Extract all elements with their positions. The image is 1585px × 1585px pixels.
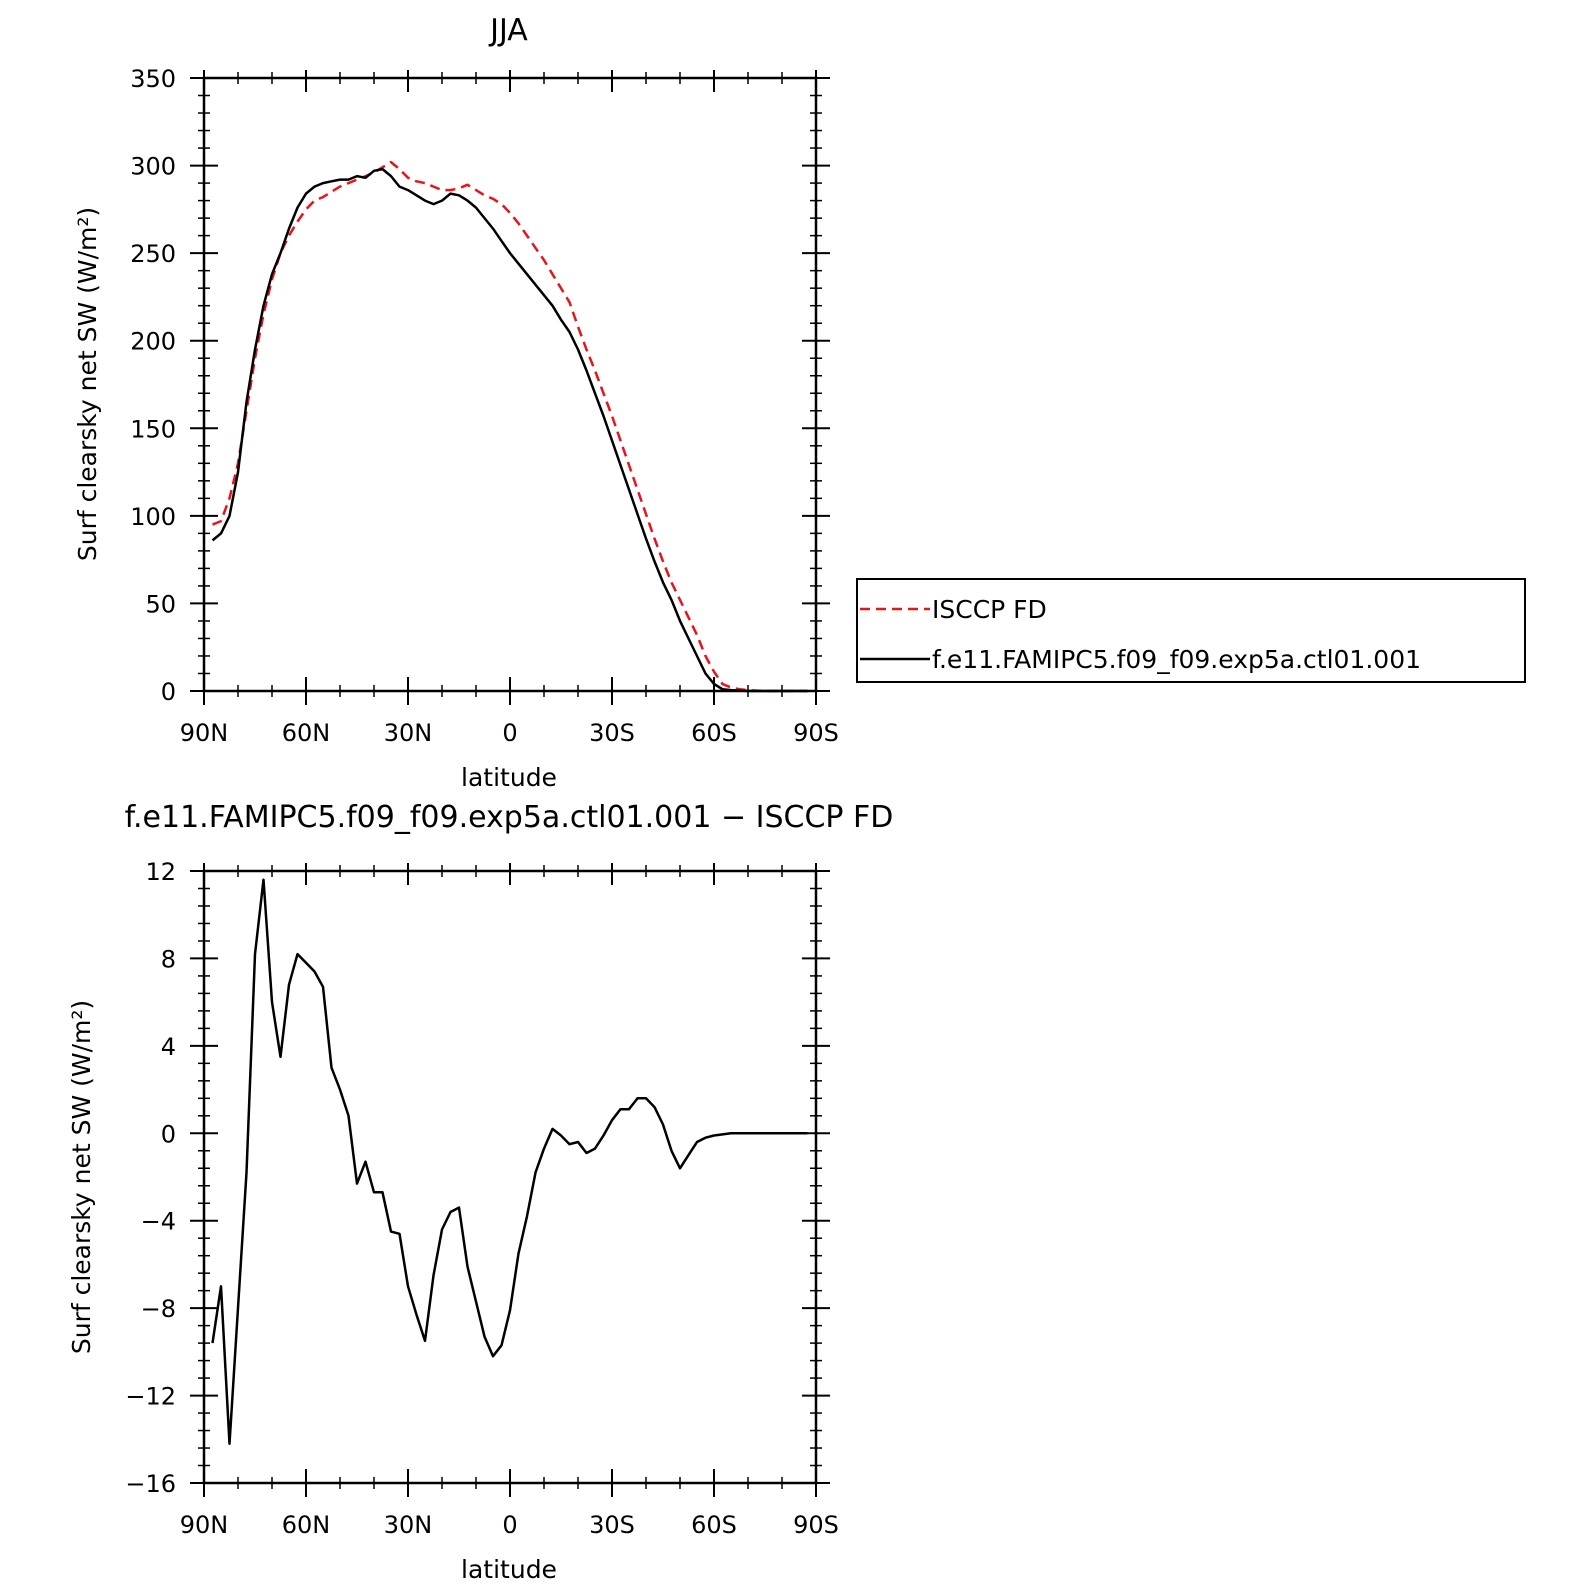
x-tick-label: 60S	[691, 1511, 737, 1539]
y-tick-label: −12	[125, 1383, 176, 1411]
x-tick-label: 60N	[282, 1511, 331, 1539]
x-tick-label: 30S	[589, 719, 635, 747]
bottom-x-tick-labels: 90N 60N 30N 0 30S 60S 90S	[180, 1511, 839, 1539]
x-tick-label: 90S	[793, 719, 839, 747]
bottom-series-line-0	[211, 878, 808, 1445]
x-tick-label: 60S	[691, 719, 737, 747]
x-tick-label: 60N	[282, 719, 331, 747]
y-tick-label: −8	[141, 1295, 176, 1323]
top-axis-ticks	[190, 70, 830, 705]
bottom-axis-ticks	[190, 863, 830, 1497]
x-tick-label: 30N	[384, 719, 433, 747]
bottom-panel: f.e11.FAMIPC5.f09_f09.exp5a.ctl01.001 − …	[67, 800, 893, 1584]
top-chart-title: JJA	[488, 13, 528, 48]
top-y-axis-label: Surf clearsky net SW (W/m²)	[73, 207, 102, 561]
y-tick-label: 100	[130, 503, 176, 531]
legend-label-isccp: ISCCP FD	[932, 595, 1047, 624]
top-y-tick-labels: 0 50 100 150 200 250 300 350	[130, 65, 176, 706]
y-tick-label: 12	[145, 858, 176, 886]
legend-box	[856, 578, 1526, 683]
top-series-line-0	[212, 160, 808, 693]
y-tick-label: 0	[161, 1120, 176, 1148]
legend: ISCCP FD f.e11.FAMIPC5.f09_f09.exp5a.ctl…	[856, 578, 1526, 683]
x-tick-label: 90N	[180, 1511, 229, 1539]
y-tick-label: 4	[161, 1033, 176, 1061]
bottom-series-lines	[211, 878, 808, 1445]
bottom-x-axis-label: latitude	[461, 1555, 557, 1584]
y-tick-label: 8	[161, 945, 176, 973]
bottom-y-tick-labels: −16 −12 −8 −4 0 4 8 12	[125, 858, 176, 1498]
y-tick-label: −16	[125, 1470, 176, 1498]
y-tick-label: 350	[130, 65, 176, 93]
top-panel: JJA 90N 60N 30N 0 30S 60S 90S 0 50 100 150 200 250 3…	[73, 13, 839, 792]
top-plot-frame	[202, 76, 818, 693]
y-tick-label: 200	[130, 328, 176, 356]
x-tick-label: 90N	[180, 719, 229, 747]
x-tick-label: 30N	[384, 1511, 433, 1539]
top-series-line-1	[211, 167, 808, 693]
y-tick-label: −4	[141, 1208, 176, 1236]
top-series-lines	[211, 160, 808, 693]
top-x-axis-label: latitude	[461, 763, 557, 792]
y-tick-label: 150	[130, 415, 176, 443]
bottom-chart-title: f.e11.FAMIPC5.f09_f09.exp5a.ctl01.001 − …	[125, 800, 894, 835]
x-tick-label: 30S	[589, 1511, 635, 1539]
y-tick-label: 300	[130, 153, 176, 181]
y-tick-label: 250	[130, 240, 176, 268]
top-x-tick-labels: 90N 60N 30N 0 30S 60S 90S	[180, 719, 839, 747]
legend-label-model: f.e11.FAMIPC5.f09_f09.exp5a.ctl01.001	[932, 645, 1421, 674]
y-tick-label: 50	[145, 590, 176, 618]
x-tick-label: 90S	[793, 1511, 839, 1539]
x-tick-label: 0	[502, 719, 517, 747]
x-tick-label: 0	[502, 1511, 517, 1539]
y-tick-label: 0	[161, 678, 176, 706]
bottom-y-axis-label: Surf clearsky net SW (W/m²)	[67, 1000, 96, 1354]
bottom-plot-frame	[202, 869, 818, 1485]
